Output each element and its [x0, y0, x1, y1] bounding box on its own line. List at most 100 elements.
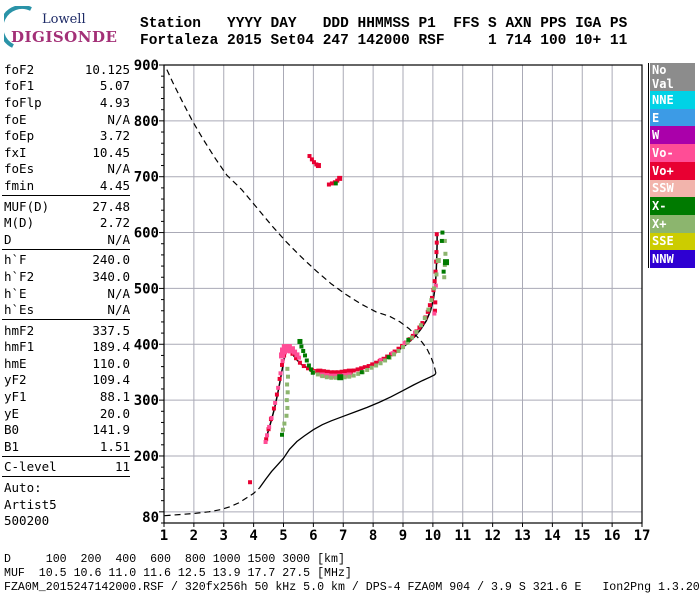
parameter-group: foF2 10.125 foF1 5.07 foFlp 4.93 foE N/A foEp 3.7… [2, 61, 130, 196]
profile-topside-extrapolated [164, 66, 437, 374]
legend-item-e: E [650, 108, 695, 127]
echoes-vo-plus [331, 370, 338, 377]
parameter-row: h`F2 340.0 [2, 268, 130, 285]
echoes-x-minus [440, 230, 445, 235]
echoes-vo-plus [326, 182, 331, 187]
echoes-x-plus [347, 374, 352, 379]
echoes-x-plus [333, 375, 338, 380]
echoes-x-plus [429, 298, 434, 303]
muf-distance-row: D 100 200 400 600 800 1000 1500 3000 [km… [4, 553, 345, 566]
legend-item-x: X- [650, 197, 695, 215]
echoes-vo-minus [278, 371, 283, 376]
parameter-value: N/A [107, 161, 130, 177]
autoscaling-line: 500200 [2, 512, 130, 529]
parameter-label: foFlp [4, 94, 42, 110]
parameter-label: yF2 [4, 372, 27, 388]
echoes-vo-plus [274, 392, 279, 397]
parameter-label: h`Es [4, 302, 35, 318]
echoes-x-minus [308, 367, 313, 372]
parameter-row: foF2 10.125 [2, 61, 130, 78]
profile-bottomside [259, 372, 437, 489]
parameter-row: fmin 4.45 [2, 177, 130, 194]
legend-item-nne: NNE [650, 91, 695, 109]
echoes-x-minus [299, 344, 304, 349]
parameter-value: 109.4 [92, 372, 130, 388]
file-info-row: FZA0M_2015247142000.RSF / 320fx256h 50 k… [4, 581, 700, 595]
echoes-x-minus [406, 337, 411, 342]
echoes-vo-plus [417, 325, 422, 330]
echoes-x-plus [426, 307, 431, 312]
parameter-value: 10.45 [92, 144, 130, 160]
doppler-direction-legend: No Val NNE E W Vo- Vo+ SSW X- X+ SSE NNW [650, 63, 695, 269]
x-axis-label: 15 [574, 528, 591, 544]
echoes-vo-plus [294, 356, 299, 361]
echoes-vo-plus [315, 163, 321, 169]
parameter-row: h`Es N/A [2, 301, 130, 318]
echoes-vo-minus [402, 341, 407, 346]
x-axis-label: 8 [369, 528, 377, 544]
echoes-x-minus [333, 181, 338, 186]
echoes-x-minus [280, 432, 285, 437]
parameter-row: MUF(D) 27.48 [2, 198, 130, 215]
echoes-x-plus [414, 329, 419, 334]
legend-item-w: W [650, 126, 695, 145]
x-axis-label: 4 [249, 528, 257, 544]
x-axis-label: 9 [399, 528, 407, 544]
parameter-label: foEp [4, 128, 35, 144]
echoes-x-plus [342, 375, 347, 380]
echoes-x-plus [409, 335, 414, 340]
echoes-vo-plus [248, 480, 253, 485]
parameter-value: 189.4 [92, 339, 130, 355]
parameter-row: foEs N/A [2, 161, 130, 178]
echoes-vo-plus [362, 365, 367, 370]
header-columns-row: Station YYYY DAY DDD HHMMSS P1 FFS S AXN… [140, 16, 628, 32]
x-axis-label: 11 [454, 528, 471, 544]
echoes-x-plus [374, 363, 379, 368]
x-axis-label: 6 [309, 528, 317, 544]
plot-frame [163, 64, 643, 524]
parameter-label: B0 [4, 422, 20, 438]
echoes-vo-plus [280, 362, 285, 367]
echoes-vo-minus [273, 400, 278, 405]
parameter-label: hmE [4, 355, 27, 371]
legend-item-x: X+ [650, 214, 695, 233]
parameter-label: hmF2 [4, 322, 35, 338]
parameter-row: hmE 110.0 [2, 355, 130, 372]
legend-label: Vo- [652, 145, 674, 160]
parameter-label: yF1 [4, 389, 27, 405]
parameter-label: M(D) [4, 215, 35, 231]
legend-label: W [652, 128, 660, 143]
echoes-vo-plus [370, 362, 375, 367]
echoes-x-plus [351, 373, 356, 378]
echoes-x-plus [435, 257, 441, 263]
echoes-x-minus [301, 348, 306, 353]
echoes-vo-plus [335, 370, 342, 377]
parameter-value: 141.9 [92, 422, 130, 438]
echoes-vo-plus [339, 369, 346, 376]
y-axis-label: 400 [134, 337, 159, 353]
echoes-vo-plus [434, 250, 439, 255]
echoes-x-plus [285, 366, 290, 371]
x-axis-label: 14 [544, 528, 561, 544]
echoes-x-plus [282, 421, 287, 426]
parameter-row: B0 141.9 [2, 421, 130, 438]
x-axis-label: 10 [424, 528, 441, 544]
parameter-row: hmF2 337.5 [2, 322, 130, 339]
legend-label: NNE [652, 92, 674, 107]
echoes-vo-plus [425, 309, 430, 314]
x-axis-label: 2 [190, 528, 198, 544]
parameter-label: h`E [4, 285, 27, 301]
parameter-label: C-level [4, 459, 57, 475]
parameter-group: hmF2 337.5 hmF1 189.4 hmE 110.0 yF2 109.4 yF1 88.… [2, 322, 130, 457]
x-axis-label: 12 [484, 528, 501, 544]
echoes-vo-minus [432, 311, 437, 316]
echoes-vo-plus [316, 368, 323, 375]
echoes-x-plus [442, 275, 447, 280]
x-axis-label: 17 [634, 528, 651, 544]
echoes-vo-plus [301, 364, 306, 369]
legend-label: SSW [652, 181, 674, 196]
echoes-vo-plus [271, 406, 276, 411]
parameter-label: foE [4, 111, 27, 127]
parameter-value: 340.0 [92, 268, 130, 284]
echoes-vo-plus [311, 160, 316, 165]
